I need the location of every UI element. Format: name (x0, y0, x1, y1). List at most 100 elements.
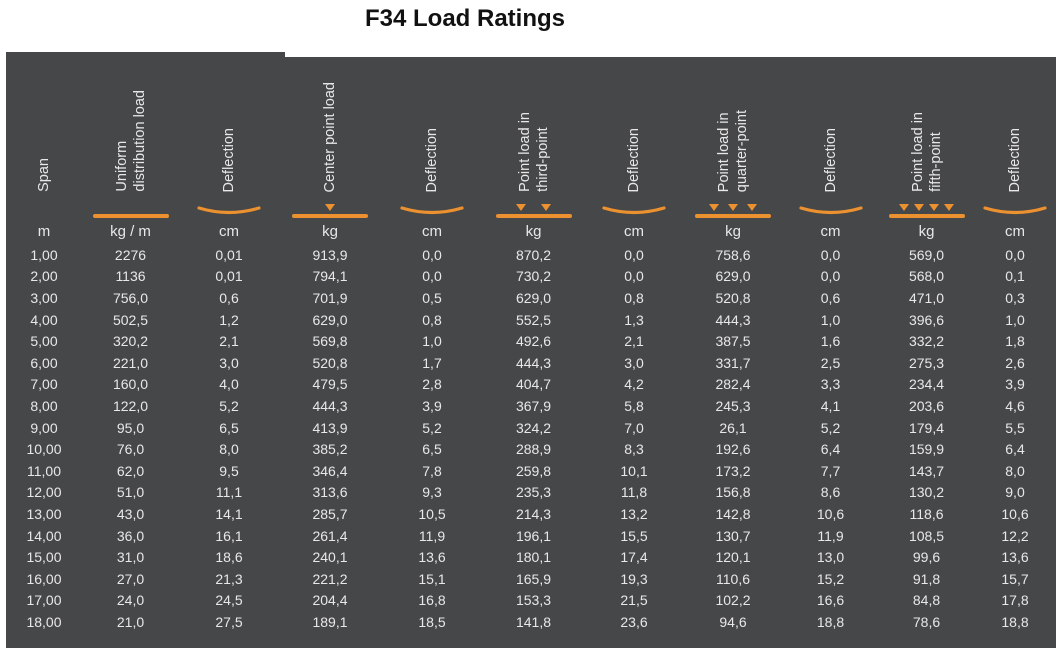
table-cell: 8,0 (219, 441, 239, 458)
table-row: 18,00 21,0 27,5 189,1 18,5 141,8 23,6 94,6 18,8 7… (6, 611, 1056, 633)
table-cell: 26,1 (719, 419, 747, 436)
load-arrow-icon (913, 204, 924, 211)
load-arrow-icon (541, 204, 552, 211)
table-cell: 15,00 (26, 549, 62, 566)
table-cell: 8,0 (1005, 462, 1025, 479)
table-cell: 84,8 (912, 592, 941, 609)
table-cell: 156,8 (715, 484, 751, 501)
table-cell: 324,2 (515, 419, 552, 436)
column-header-cell: Uniform distribution load (82, 54, 179, 196)
column-header-label: Uniform distribution load (113, 90, 148, 192)
table-cell: 31,0 (116, 549, 145, 566)
table-cell: 122,0 (112, 397, 149, 414)
table-cell: 11,00 (27, 462, 61, 479)
load-arrow-icon (747, 204, 757, 211)
table-cell: 5,2 (820, 419, 841, 436)
table-cell: 0,0 (624, 268, 644, 285)
table-cell: 0,0 (624, 246, 644, 263)
table-cell: 0,8 (422, 311, 442, 328)
table-cell: 10,6 (816, 505, 845, 522)
table-cell: 196,1 (515, 527, 552, 544)
deflection-arc-icon (197, 206, 261, 215)
deflection-curve-symbol (381, 196, 483, 221)
table-cell: 913,9 (312, 246, 348, 263)
table-cell: 3,9 (1005, 376, 1025, 393)
load-arrow-icon (325, 204, 335, 211)
table-cell: 9,5 (219, 462, 239, 479)
table-cell: 2276 (114, 246, 147, 263)
table-cell: 15,2 (816, 570, 845, 587)
table-cell: 0,0 (820, 268, 841, 285)
table-cell: 471,0 (908, 289, 945, 306)
support-bar-icon (92, 214, 169, 218)
table-cell: 159,9 (908, 441, 945, 458)
table-cell: 9,3 (422, 484, 442, 501)
table-row: 1,00 2276 0,01 913,9 0,0 870,2 0,0 758,6 0,0 569,… (6, 244, 1056, 266)
table-cell: 21,5 (620, 592, 648, 609)
table-cell: 245,3 (715, 397, 751, 414)
table-cell: 0,3 (1005, 289, 1025, 306)
table-cell: 204,4 (312, 592, 348, 609)
table-cell: 235,3 (515, 484, 552, 501)
load-arrow-icon (898, 204, 909, 211)
table-cell: 520,8 (312, 354, 348, 371)
table-cell: 261,4 (312, 527, 348, 544)
table-row: 4,00 502,5 1,2 629,0 0,8 552,5 1,3 444,3 1,0 396,… (6, 309, 1056, 331)
table-cell: 12,00 (26, 484, 62, 501)
table-cell: 0,01 (215, 268, 243, 285)
table-cell: 2,5 (820, 354, 841, 371)
table-cell: 5,2 (219, 397, 239, 414)
table-cell: 18,8 (1001, 613, 1029, 630)
table-cell: 36,0 (116, 527, 145, 544)
table-cell: 13,0 (816, 549, 845, 566)
column-header-cell: Point load in fifth-point (879, 54, 974, 196)
table-cell: 15,5 (620, 527, 648, 544)
load-bar-icon (292, 203, 368, 218)
table-row: 2,00 1136 0,01 794,1 0,0 730,2 0,0 629,0 0,0 568,… (6, 266, 1056, 288)
table-cell: 15,1 (418, 570, 446, 587)
table-cell: 568,0 (908, 268, 945, 285)
table-body: 1,00 2276 0,01 913,9 0,0 870,2 0,0 758,6 0,0 569,… (6, 244, 1056, 633)
table-cell: 444,3 (715, 311, 751, 328)
table-cell: 313,6 (312, 484, 348, 501)
table-cell: 285,7 (312, 505, 348, 522)
table-cell: 10,5 (418, 505, 446, 522)
table-cell: 8,00 (30, 397, 58, 414)
table-cell: 13,2 (620, 505, 648, 522)
table-cell: 11,9 (817, 527, 844, 544)
table-cell: 756,0 (112, 289, 149, 306)
table-cell: 8,6 (820, 484, 841, 501)
table-cell: 6,5 (219, 419, 239, 436)
table-cell: 1,2 (219, 311, 239, 328)
table-cell: 221,0 (112, 354, 149, 371)
deflection-curve-symbol (179, 196, 279, 221)
load-arrow-icon (709, 204, 719, 211)
table-cell: 7,8 (422, 462, 442, 479)
table-cell: 2,00 (30, 268, 58, 285)
table-cell: 7,0 (624, 419, 644, 436)
table-cell: 165,9 (515, 570, 552, 587)
deflection-curve-symbol (782, 196, 879, 221)
table-cell: 13,00 (26, 505, 62, 522)
table-cell: 76,0 (116, 441, 145, 458)
table-cell: 3,0 (624, 354, 644, 371)
load-bar-icon (92, 203, 169, 218)
load-bar-icon (495, 203, 572, 218)
table-cell: 0,0 (1005, 246, 1025, 263)
table-cell: 629,0 (312, 311, 348, 328)
table-cell: 24,5 (215, 592, 243, 609)
top-edge-notch (285, 52, 1056, 57)
load-bar-icon (888, 203, 965, 218)
table-cell: 203,6 (908, 397, 945, 414)
table-cell: 13,6 (1001, 549, 1029, 566)
table-cell: 1,3 (624, 311, 644, 328)
table-cell: 4,6 (1005, 397, 1025, 414)
table-cell: 27,5 (215, 613, 243, 630)
table-cell: 7,7 (820, 462, 841, 479)
table-cell: 16,00 (26, 570, 62, 587)
table-row: 10,00 76,0 8,0 385,2 6,5 288,9 8,3 192,6 6,4 159,… (6, 438, 1056, 460)
table-cell: 10,6 (1001, 505, 1029, 522)
table-cell: 192,6 (715, 441, 751, 458)
support-bar-icon (695, 214, 771, 218)
table-cell: 189,1 (312, 613, 348, 630)
